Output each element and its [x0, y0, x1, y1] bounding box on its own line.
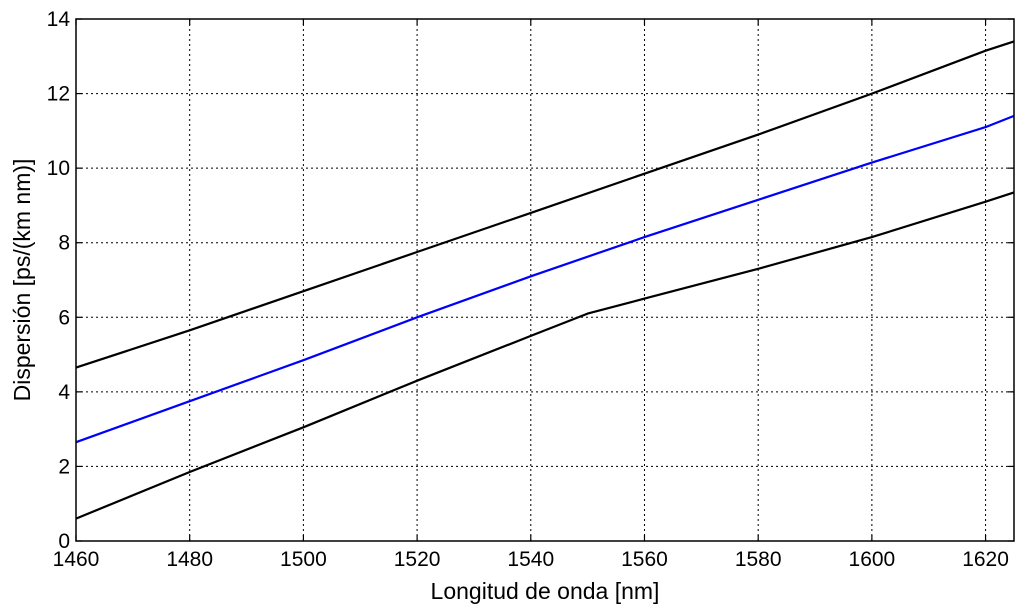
- series-line-1: [75, 40, 1015, 369]
- x-tick-label: 1600: [849, 548, 896, 571]
- y-tick-label: 12: [47, 83, 70, 106]
- x-tick-label: 1580: [735, 548, 782, 571]
- y-tick-label: 6: [58, 306, 70, 329]
- x-tick-label: 1500: [280, 548, 327, 571]
- x-tick-label: 1520: [394, 548, 441, 571]
- series-lines: [75, 40, 1015, 520]
- x-tick-labels: 1460 1480 1500 1520 1540 1560 1580 1600 1620: [53, 548, 1009, 571]
- grid: [76, 19, 1014, 541]
- x-tick-label: 1620: [962, 548, 1009, 571]
- y-tick-label: 14: [47, 8, 71, 31]
- x-tick-label: 1540: [507, 548, 554, 571]
- y-tick-label: 4: [58, 381, 70, 404]
- y-axis-label: Dispersión [ps/(km nm)]: [9, 159, 35, 402]
- y-tick-label: 8: [58, 232, 70, 255]
- x-tick-label: 1480: [166, 548, 213, 571]
- axis-ticks: [75, 18, 1014, 542]
- y-tick-label: 10: [47, 157, 70, 180]
- x-axis-label: Longitud de onda [nm]: [431, 578, 660, 604]
- plot-frame: [75, 18, 1015, 542]
- series-line-3: [75, 191, 1015, 520]
- y-tick-labels: 0 2 4 6 8 10 12 14: [47, 8, 71, 553]
- y-tick-label: 0: [58, 530, 70, 553]
- y-tick-label: 2: [58, 455, 70, 478]
- x-tick-label: 1460: [53, 548, 100, 571]
- x-tick-label: 1560: [621, 548, 668, 571]
- series-line-2: [75, 114, 1015, 444]
